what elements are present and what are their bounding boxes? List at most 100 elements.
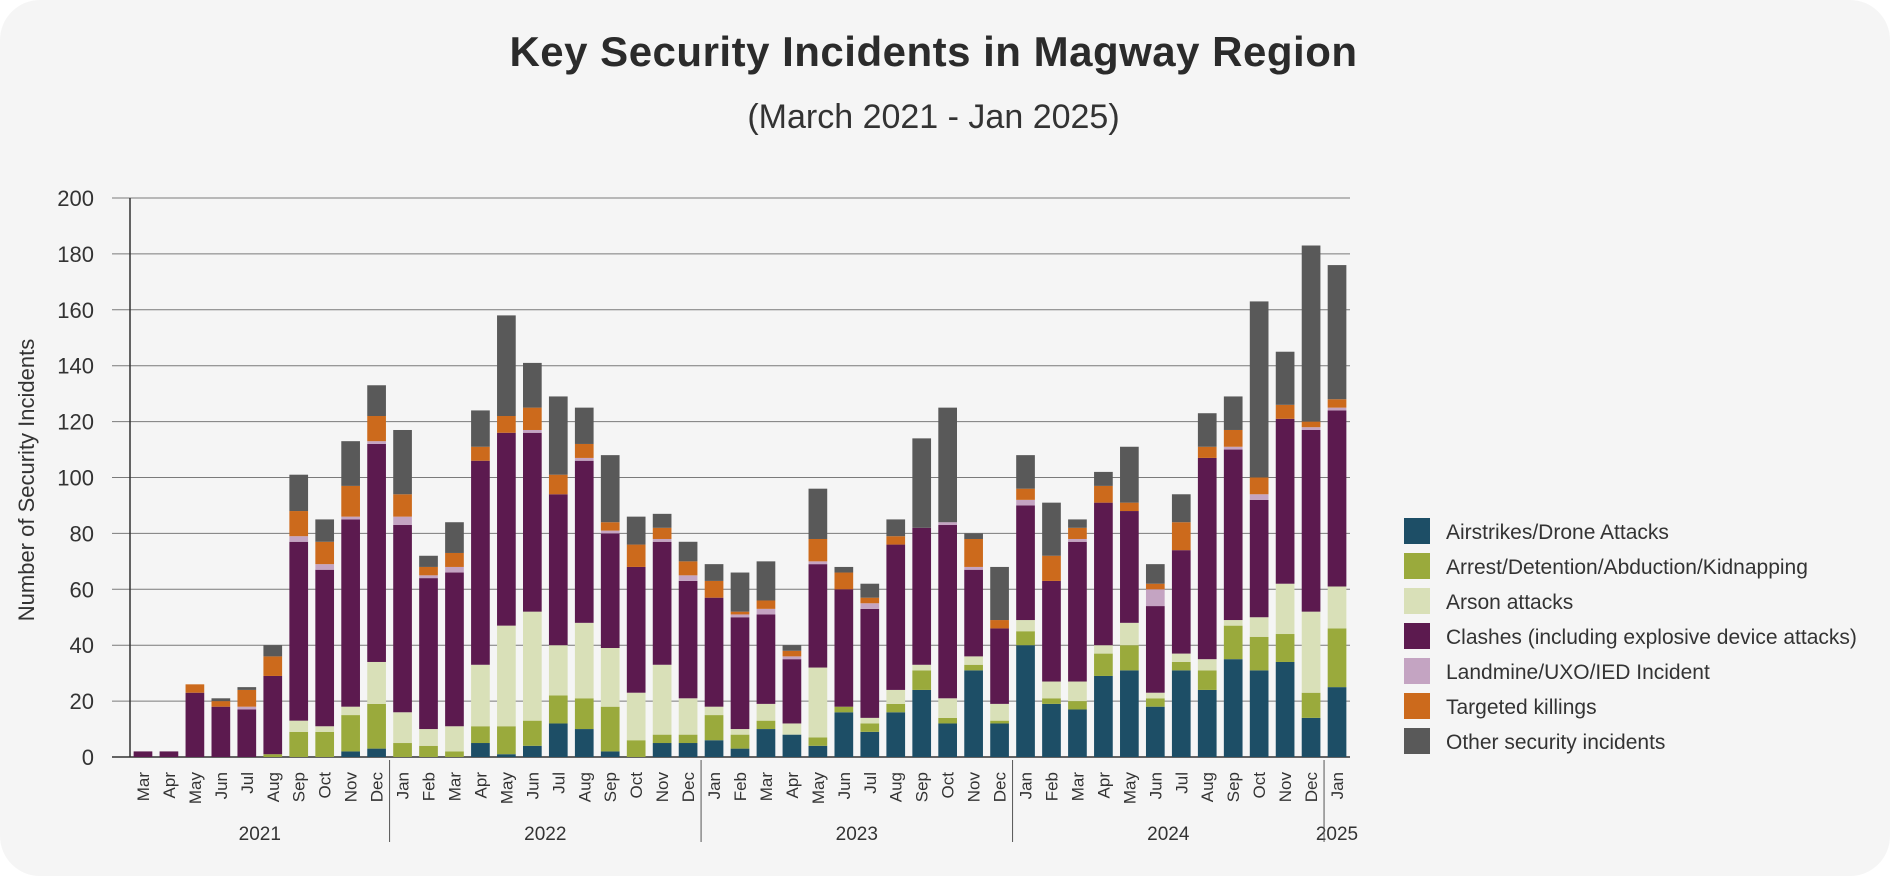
- x-tick-label: Nov: [653, 772, 672, 803]
- x-tick-label: Sep: [1224, 772, 1243, 802]
- y-tick-label: 140: [57, 354, 94, 379]
- bar-segment: [678, 743, 698, 757]
- bar-segment: [860, 731, 880, 757]
- bar-segment: [652, 527, 672, 539]
- bar-segment: [1171, 522, 1191, 551]
- legend-label: Arson attacks: [1446, 591, 1573, 614]
- x-tick-label: May: [809, 772, 828, 805]
- legend-swatch: [1404, 623, 1430, 649]
- bar-segment: [419, 578, 438, 730]
- bar-segment: [730, 617, 750, 730]
- y-tick-label: 20: [70, 689, 94, 714]
- bar-segment: [808, 561, 828, 565]
- bar-segment: [1120, 645, 1139, 671]
- bar-segment: [1301, 427, 1321, 430]
- x-axis-month-labels: Mar Apr May Jun Jul Aug Sep Oct Nov Dec Jan Feb Mar A…: [134, 772, 1347, 805]
- legend-swatch: [1404, 658, 1430, 684]
- bar-segment: [860, 597, 880, 604]
- bar-segment: [1145, 698, 1165, 707]
- bar-segment: [548, 723, 568, 757]
- bar-segment: [367, 703, 386, 749]
- bar-segment: [730, 614, 750, 618]
- bar-segment: [263, 645, 283, 657]
- bar-segment: [341, 441, 360, 486]
- bar-segment: [1094, 485, 1113, 503]
- chart-subtitle: (March 2021 - Jan 2025): [747, 98, 1120, 136]
- bar-segment: [1016, 620, 1035, 632]
- x-tick-label: Aug: [575, 772, 594, 802]
- bar-segment: [133, 751, 153, 757]
- bar-segment: [211, 698, 231, 702]
- x-tick-label: Sep: [290, 772, 309, 802]
- y-tick-label: 40: [70, 633, 94, 658]
- bar-segment: [912, 438, 932, 528]
- x-tick-label: Nov: [965, 772, 984, 803]
- bar-segment: [1249, 617, 1269, 637]
- chart-title: Key Security Incidents in Magway Region: [509, 28, 1358, 75]
- bar-segment: [626, 566, 646, 693]
- bar-segment: [704, 580, 724, 598]
- x-tick-label: May: [1120, 772, 1139, 805]
- bar-segment: [1275, 351, 1295, 405]
- bar-segment: [1301, 611, 1321, 693]
- bar-segment: [1120, 670, 1139, 757]
- bar-segment: [964, 569, 983, 657]
- y-tick-label: 160: [57, 298, 94, 323]
- bar-segment: [1197, 670, 1217, 690]
- bar-segment: [1223, 449, 1243, 621]
- bar-segment: [574, 729, 594, 757]
- bar-segment: [393, 525, 412, 713]
- bar-segment: [1197, 446, 1217, 458]
- bar-segment: [678, 561, 698, 576]
- legend-swatch: [1404, 728, 1430, 754]
- bar-segment: [938, 717, 957, 724]
- bar-segment: [315, 564, 335, 570]
- bar-segment: [1327, 628, 1347, 688]
- legend-label: Airstrikes/Drone Attacks: [1446, 521, 1669, 544]
- bar-segment: [211, 706, 231, 757]
- bar-segment: [445, 572, 464, 727]
- bar-segment: [185, 684, 205, 693]
- bar-segment: [471, 410, 490, 447]
- bar-segment: [1068, 701, 1087, 710]
- bars: [133, 245, 1347, 758]
- bar-segment: [1327, 265, 1347, 400]
- bar-segment: [678, 734, 698, 744]
- bar-segment: [886, 544, 906, 690]
- x-tick-label: Jun: [523, 772, 542, 799]
- y-axis-label: Number of Security Incidents: [14, 339, 39, 621]
- x-tick-label: Feb: [731, 772, 750, 801]
- bar-segment: [1197, 457, 1217, 660]
- legend-swatch: [1404, 693, 1430, 719]
- bar-segment: [678, 698, 698, 735]
- x-tick-label: Jun: [212, 772, 231, 799]
- bar-segment: [1016, 631, 1035, 646]
- bar-segment: [1120, 622, 1139, 646]
- bar-segment: [367, 443, 386, 662]
- bar-segment: [1301, 717, 1321, 757]
- bar-segment: [1249, 636, 1269, 671]
- bar-segment: [367, 416, 386, 442]
- bar-segment: [1145, 564, 1165, 584]
- bar-segment: [1249, 477, 1269, 495]
- bar-segment: [990, 620, 1009, 629]
- year-label: 2023: [836, 824, 878, 845]
- bar-segment: [315, 726, 335, 732]
- bar-segment: [1042, 698, 1061, 704]
- bar-segment: [341, 485, 360, 517]
- bar-segment: [548, 396, 568, 475]
- legend-swatch: [1404, 553, 1430, 579]
- x-tick-label: Apr: [471, 772, 490, 799]
- bar-segment: [730, 734, 750, 749]
- bar-segment: [652, 664, 672, 735]
- bar-segment: [1094, 653, 1113, 676]
- bar-segment: [315, 569, 335, 727]
- bar-segment: [1275, 661, 1295, 757]
- bar-segment: [315, 519, 335, 542]
- x-tick-label: Dec: [1302, 772, 1321, 803]
- bar-segment: [1275, 418, 1295, 584]
- bar-segment: [1068, 538, 1087, 542]
- bar-segment: [1068, 541, 1087, 682]
- bar-segment: [1171, 494, 1191, 523]
- bar-segment: [704, 740, 724, 757]
